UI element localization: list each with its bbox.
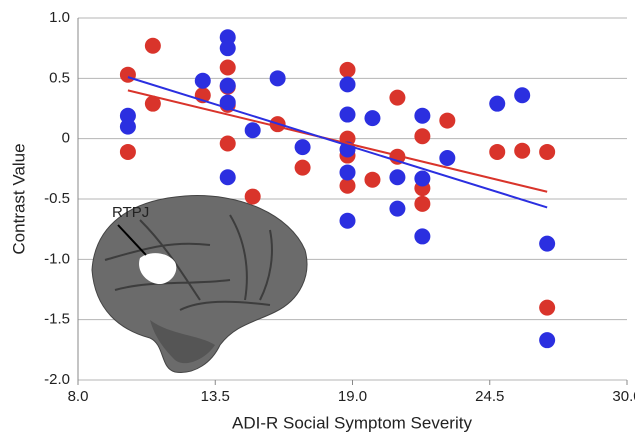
point xyxy=(219,77,236,94)
point xyxy=(539,235,556,252)
point xyxy=(489,143,506,160)
brain-image xyxy=(91,195,308,373)
point xyxy=(339,164,356,181)
point xyxy=(219,135,236,152)
y-tick-label: 1.0 xyxy=(49,9,70,26)
point xyxy=(414,170,431,187)
point xyxy=(219,59,236,76)
annotation: RTPJ xyxy=(112,204,149,221)
point xyxy=(219,169,236,186)
point xyxy=(144,95,161,112)
y-tick-label: -2.0 xyxy=(44,371,70,388)
y-tick-label: 0 xyxy=(62,130,70,147)
point xyxy=(339,76,356,93)
point xyxy=(339,177,356,194)
point xyxy=(339,141,356,158)
x-tick-label: 8.0 xyxy=(68,388,89,405)
point xyxy=(364,110,381,127)
point xyxy=(244,188,261,205)
point xyxy=(539,299,556,316)
y-tick-label: 0.5 xyxy=(49,69,70,86)
point xyxy=(414,128,431,145)
point xyxy=(439,112,456,129)
point xyxy=(539,332,556,349)
y-tick-label: -1.5 xyxy=(44,311,70,328)
point xyxy=(119,118,136,135)
y-tick-label: -1.0 xyxy=(44,250,70,267)
trend-line xyxy=(127,76,548,209)
point xyxy=(244,122,261,139)
x-tick-label: 19.0 xyxy=(338,388,367,405)
point xyxy=(414,107,431,124)
point xyxy=(414,195,431,212)
y-axis-title: Contrast Value xyxy=(9,143,28,254)
point xyxy=(144,37,161,54)
y-tick-label: -0.5 xyxy=(44,190,70,207)
point xyxy=(219,40,236,57)
point xyxy=(339,106,356,123)
point xyxy=(194,72,211,89)
point xyxy=(514,142,531,159)
point xyxy=(339,212,356,229)
point xyxy=(294,139,311,156)
point xyxy=(489,95,506,112)
point xyxy=(119,66,136,83)
marks xyxy=(119,29,556,349)
point xyxy=(414,228,431,245)
point xyxy=(389,200,406,217)
x-tick-label: 13.5 xyxy=(201,388,230,405)
point xyxy=(119,143,136,160)
point xyxy=(389,169,406,186)
x-axis-title: ADI-R Social Symptom Severity xyxy=(232,413,472,432)
point xyxy=(389,148,406,165)
point xyxy=(269,70,286,87)
point xyxy=(539,143,556,160)
point xyxy=(514,87,531,104)
x-tick-label: 30.0 xyxy=(612,388,635,405)
point xyxy=(439,149,456,166)
point xyxy=(339,61,356,78)
point xyxy=(364,171,381,188)
trend-line xyxy=(127,89,548,193)
x-tick-label: 24.5 xyxy=(475,388,504,405)
annotation-pointer xyxy=(117,224,147,256)
point xyxy=(389,89,406,106)
point xyxy=(294,159,311,176)
